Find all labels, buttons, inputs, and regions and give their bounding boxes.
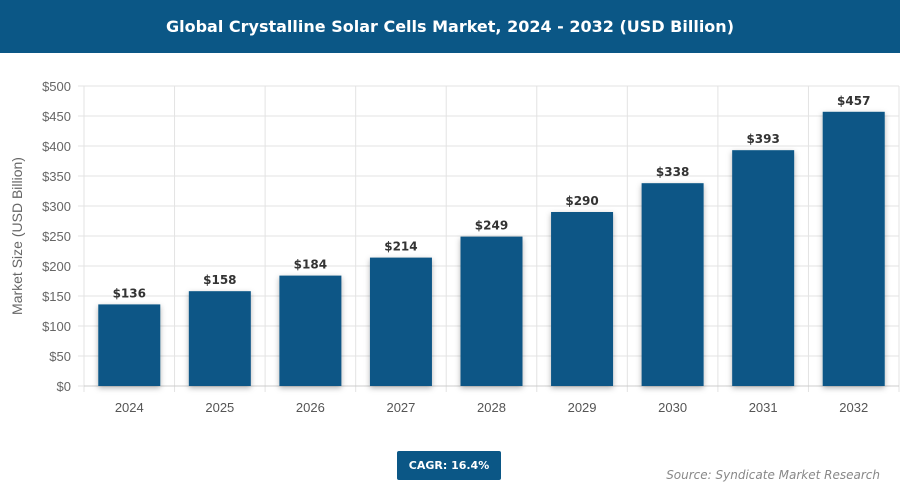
x-tick-label: 2029 [568, 400, 597, 415]
bar-2024 [98, 304, 161, 386]
bar-2028 [460, 236, 523, 386]
chart-title: Global Crystalline Solar Cells Market, 2… [0, 0, 900, 53]
bar-2031 [732, 150, 795, 386]
y-tick-label: $500 [42, 79, 71, 94]
y-tick-label: $400 [42, 139, 71, 154]
x-tick-label: 2028 [477, 400, 506, 415]
y-tick-label: $0 [57, 379, 71, 394]
bar-2030 [641, 183, 704, 386]
data-label: $184 [294, 258, 327, 272]
x-tick-label: 2031 [749, 400, 778, 415]
y-tick-label: $200 [42, 259, 71, 274]
data-label: $393 [746, 132, 779, 146]
y-tick-label: $450 [42, 109, 71, 124]
x-tick-label: 2030 [658, 400, 687, 415]
y-tick-label: $250 [42, 229, 71, 244]
y-axis-title: Market Size (USD Billion) [9, 157, 25, 315]
data-label: $214 [384, 240, 417, 254]
source-note: Source: Syndicate Market Research [666, 468, 880, 482]
y-tick-label: $300 [42, 199, 71, 214]
bar-2027 [369, 257, 432, 386]
x-tick-label: 2027 [386, 400, 415, 415]
y-tick-label: $100 [42, 319, 71, 334]
bar-2025 [188, 291, 251, 386]
x-tick-label: 2026 [296, 400, 325, 415]
data-label: $457 [837, 94, 870, 108]
x-tick-label: 2025 [205, 400, 234, 415]
bar-2032 [822, 111, 885, 387]
x-tick-label: 2024 [115, 400, 144, 415]
data-label: $158 [203, 273, 236, 287]
y-tick-label: $350 [42, 169, 71, 184]
data-label: $136 [113, 286, 146, 300]
cagr-badge: CAGR: 16.4% [397, 451, 501, 480]
x-tick-label: 2032 [839, 400, 868, 415]
bar-2029 [551, 212, 614, 386]
y-tick-label: $150 [42, 289, 71, 304]
y-tick-label: $50 [49, 349, 71, 364]
bar-2026 [279, 275, 342, 386]
data-label: $338 [656, 165, 689, 179]
data-label: $249 [475, 219, 508, 233]
data-label: $290 [565, 194, 598, 208]
